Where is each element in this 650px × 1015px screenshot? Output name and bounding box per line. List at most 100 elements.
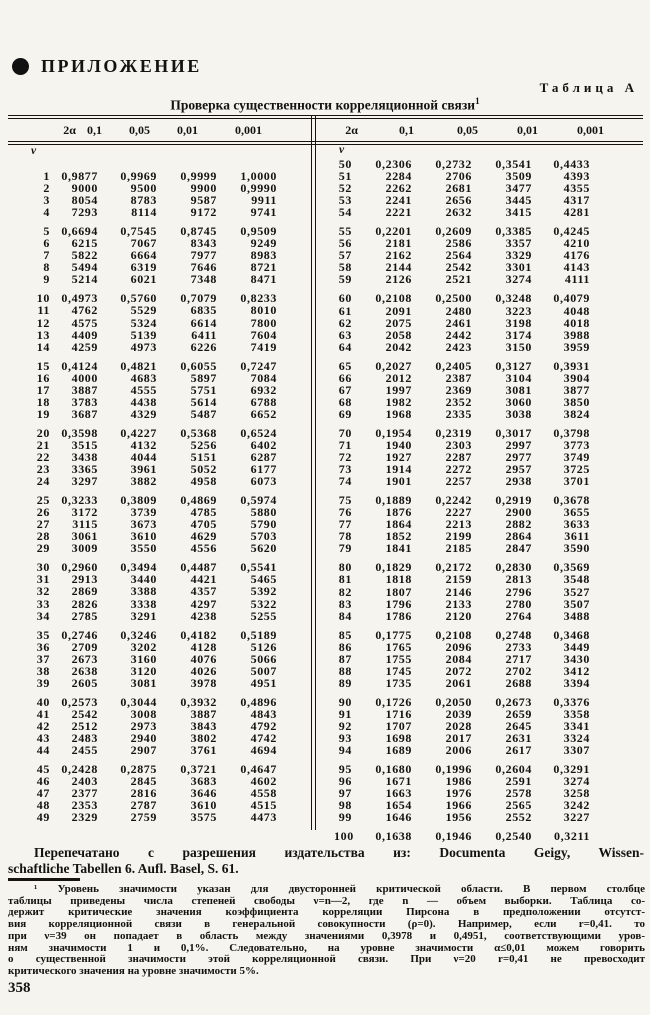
nu-cell: 89 [338, 675, 352, 690]
table-row: 64 2042 2423 3150 3959 [334, 341, 590, 353]
value-cell: 2017 [445, 731, 472, 746]
value-cell: 7800 [250, 315, 277, 330]
value-cell: 4317 [563, 193, 590, 208]
value-cell: 1745 [385, 663, 412, 678]
nu-cell: 7 [43, 248, 50, 263]
value-cell: 5066 [250, 651, 277, 666]
nu-cell: 28 [36, 529, 50, 544]
value-cell: 2461 [445, 315, 472, 330]
table-row: 68 1982 2352 3060 3850 [334, 396, 590, 408]
value-cell: 2185 [445, 541, 472, 556]
table-label: Таблица А [539, 80, 638, 95]
value-cell: 5751 [190, 382, 217, 397]
critical-values-table-left: 1 0,9877 0,9969 0,9999 1,0000 2 9000 9500 9900 0,… [26, 170, 277, 830]
nu-cell: 24 [36, 474, 50, 489]
value-cell: 3488 [563, 608, 590, 623]
nu-cell: 8 [43, 260, 50, 275]
value-cell: 7977 [190, 248, 217, 263]
value-cell: 0,2746 [61, 627, 98, 642]
nu-cell: 40 [36, 694, 50, 709]
value-cell: 0,3127 [495, 358, 532, 373]
value-cell: 2084 [445, 651, 472, 666]
nu-cell: 70 [338, 425, 352, 440]
value-cell: 0,4433 [553, 157, 590, 171]
value-cell: 2869 [71, 584, 98, 599]
row-group: 50 0,2306 0,2732 0,3541 0,4433 51 2284 2706 3509… [334, 158, 590, 218]
value-cell: 1716 [385, 706, 412, 721]
value-cell: 0,4487 [180, 560, 217, 575]
value-cell: 0,3932 [180, 694, 217, 709]
value-cell: 8010 [250, 303, 277, 318]
value-cell: 6073 [250, 474, 277, 489]
row-group: 20 0,3598 0,4227 0,5368 0,6524 21 3515 4132 5256… [26, 427, 277, 487]
value-cell: 3683 [190, 774, 217, 789]
nu-cell: 3 [43, 193, 50, 208]
value-cell: 5392 [250, 584, 277, 599]
value-cell: 6402 [250, 437, 277, 452]
value-cell: 0,2540 [495, 829, 532, 844]
table-row: 62 2075 2461 3198 4018 [334, 317, 590, 329]
value-cell: 6664 [130, 248, 157, 263]
value-cell: 4329 [130, 406, 157, 421]
table-row: 96 1671 1986 2591 3274 [334, 775, 590, 787]
value-cell: 3548 [563, 572, 590, 587]
row-group: 35 0,2746 0,3246 0,4182 0,5189 36 2709 3202 4128… [26, 629, 277, 689]
value-cell: 7419 [250, 339, 277, 354]
table-row: 61 2091 2480 3223 4048 [334, 303, 590, 318]
value-cell: 3438 [71, 449, 98, 464]
value-cell: 0,9509 [240, 224, 277, 239]
value-cell: 0,2732 [435, 157, 472, 171]
value-cell: 6411 [191, 327, 217, 342]
nu-cell: 98 [338, 798, 352, 813]
section-bullet-icon [12, 58, 29, 75]
value-cell: 3412 [563, 663, 590, 678]
value-cell: 2816 [130, 786, 157, 801]
value-cell: 0,3798 [553, 425, 590, 440]
table-row: 32 2869 3388 4357 5392 [26, 585, 277, 597]
value-cell: 0,2108 [435, 627, 472, 642]
value-cell: 4629 [190, 529, 217, 544]
nu-cell: 13 [36, 327, 50, 342]
nu-cell: 93 [338, 731, 352, 746]
center-double-rule [311, 116, 316, 830]
table-title: Проверка существенности корреляционной с… [0, 96, 650, 114]
value-cell: 3358 [563, 706, 590, 721]
value-cell: 3633 [563, 517, 590, 532]
value-cell: 0,3248 [495, 291, 532, 306]
value-cell: 2335 [445, 406, 472, 421]
value-cell: 3365 [71, 462, 98, 477]
nu-cell: 91 [338, 706, 352, 721]
nu-cell: 99 [338, 810, 352, 825]
value-cell: 5822 [71, 248, 98, 263]
nu-cell: 25 [36, 493, 50, 508]
nu-cell: 81 [338, 572, 352, 587]
value-cell: 9741 [250, 205, 277, 220]
value-cell: 8114 [131, 205, 157, 220]
table-row: 91 1716 2039 2659 3358 [334, 708, 590, 720]
table-row: 9 5214 6021 7348 8471 [26, 273, 277, 285]
value-cell: 2565 [505, 798, 532, 813]
value-cell: 0,3017 [495, 425, 532, 440]
table-row: 3 8054 8783 9587 9911 [26, 194, 277, 206]
nu-cell: 97 [338, 786, 352, 801]
value-cell: 2564 [445, 248, 472, 263]
value-cell: 0,5760 [120, 291, 157, 306]
table-row: 45 0,2428 0,2875 0,3721 0,4647 [26, 763, 277, 775]
value-cell: 9000 [71, 181, 98, 196]
row-group: 30 0,2960 0,3494 0,4487 0,5541 31 2913 3440 4421… [26, 561, 277, 621]
value-cell: 4210 [563, 236, 590, 251]
value-cell: 4792 [250, 718, 277, 733]
nu-cell: 65 [338, 358, 352, 373]
value-cell: 2764 [505, 608, 532, 623]
nu-cell: 47 [36, 786, 50, 801]
value-cell: 2091 [385, 303, 412, 318]
table-row: 7 5822 6664 7977 8983 [26, 249, 277, 261]
nu-cell: 87 [338, 651, 352, 666]
value-cell: 2369 [445, 382, 472, 397]
nu-cell: 18 [36, 394, 50, 409]
value-cell: 0,9990 [240, 181, 277, 196]
value-cell: 2284 [385, 169, 412, 184]
table-row: 89 1735 2061 2688 3394 [334, 677, 590, 689]
value-cell: 2042 [385, 339, 412, 354]
value-cell: 0,4182 [180, 627, 217, 642]
